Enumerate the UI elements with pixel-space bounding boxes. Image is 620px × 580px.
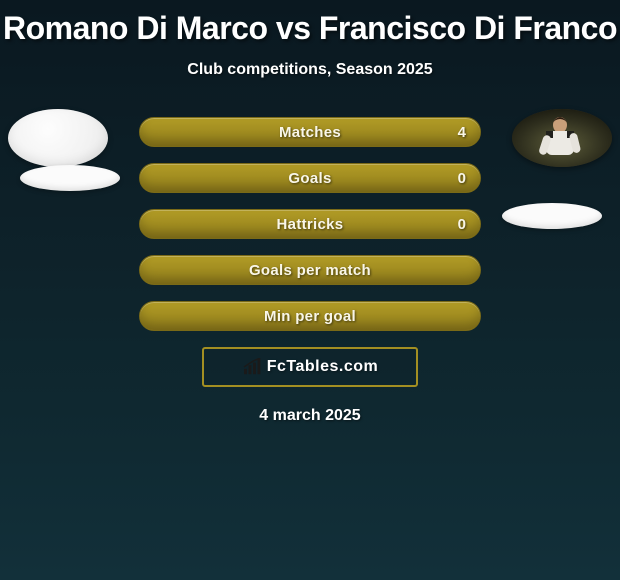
player-left-pill	[20, 165, 120, 191]
player-right-avatar	[512, 109, 612, 167]
player-right-last: Di Franco	[474, 10, 617, 46]
compare-area: Matches 4 Goals 0 Hattricks 0 Goals per …	[0, 117, 620, 425]
player-left-last: Di Marco	[136, 10, 267, 46]
player-left-avatar	[8, 109, 108, 167]
bar-goals-per-match: Goals per match	[139, 255, 481, 285]
player-right-pill	[502, 203, 602, 229]
page-title: Romano Di Marco vs Francisco Di Franco	[0, 0, 620, 47]
bar-label: Min per goal	[140, 302, 480, 330]
brand-inner: FcTables.com	[242, 358, 379, 376]
subtitle: Club competitions, Season 2025	[0, 61, 620, 79]
vs-text: vs	[276, 10, 311, 46]
bar-value: 0	[458, 210, 466, 238]
bar-label: Hattricks	[140, 210, 480, 238]
brand-text: FcTables.com	[267, 358, 379, 376]
bar-chart-icon	[242, 358, 264, 376]
bar-matches: Matches 4	[139, 117, 481, 147]
player-right-first: Francisco	[319, 10, 466, 46]
bar-goals: Goals 0	[139, 163, 481, 193]
avatar-photo-icon	[512, 109, 612, 167]
bar-label: Goals per match	[140, 256, 480, 284]
bar-value: 4	[458, 118, 466, 146]
bar-label: Matches	[140, 118, 480, 146]
bar-min-per-goal: Min per goal	[139, 301, 481, 331]
player-left-first: Romano	[3, 10, 128, 46]
bar-value: 0	[458, 164, 466, 192]
date-line: 4 march 2025	[10, 407, 610, 425]
bar-hattricks: Hattricks 0	[139, 209, 481, 239]
brand-box: FcTables.com	[202, 347, 418, 387]
bar-label: Goals	[140, 164, 480, 192]
bars-container: Matches 4 Goals 0 Hattricks 0 Goals per …	[139, 117, 481, 331]
